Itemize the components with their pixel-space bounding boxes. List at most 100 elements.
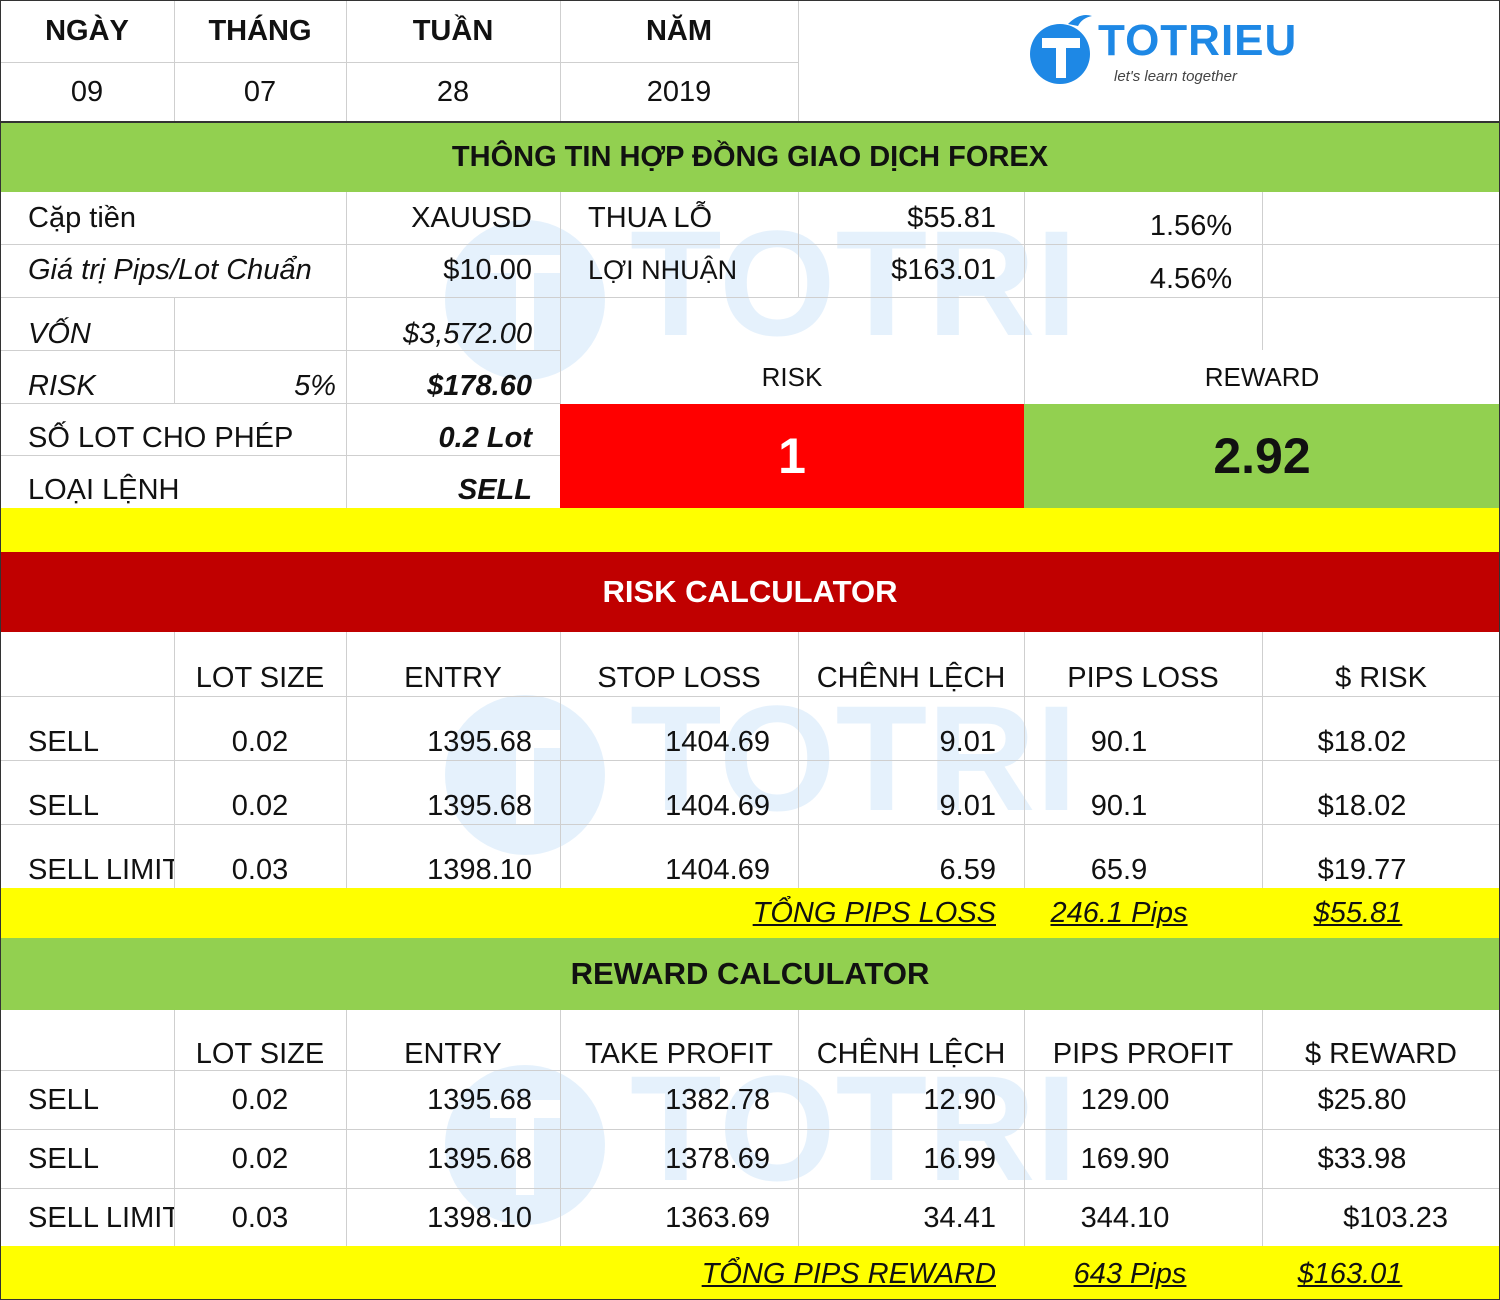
reward-ratio-box [1024, 404, 1500, 508]
reward-total-pips: 643 Pips [1073, 1257, 1187, 1290]
table-row-amount: $18.02 [1317, 789, 1407, 822]
header-value-week: 28 [436, 75, 470, 108]
order-type-value: SELL [457, 473, 532, 506]
table-row-type: SELL LIMIT [28, 1201, 174, 1234]
loss-value: $55.81 [907, 201, 996, 234]
table-row-amount: $103.23 [1343, 1201, 1448, 1234]
table-row-amount: $33.98 [1317, 1142, 1407, 1175]
logo-name: TOTRIEU [1098, 16, 1298, 65]
allowed-lots-value: 0.2 Lot [438, 421, 532, 454]
table-row-pips: 129.00 [1080, 1083, 1170, 1116]
header-value-day: 09 [70, 75, 104, 108]
table-row-entry: 1395.68 [427, 725, 532, 758]
risk-header-difference: CHÊNH LỆCH [816, 661, 1006, 694]
table-row-lot: 0.02 [231, 1083, 289, 1116]
table-row-pips: 65.9 [1090, 853, 1148, 886]
risk-header-pips-loss: PIPS LOSS [1067, 661, 1219, 694]
table-row-entry: 1395.68 [427, 1083, 532, 1116]
table-row-type: SELL [28, 1142, 99, 1175]
header-label-day: NGÀY [45, 14, 129, 47]
table-row-lot: 0.02 [231, 725, 289, 758]
profit-percent: 4.56% [1149, 263, 1233, 295]
reward-header-difference: CHÊNH LỆCH [816, 1037, 1006, 1070]
risk-calculator-band [0, 552, 1500, 632]
pair-label: Cặp tiền [28, 201, 137, 234]
table-row-pips: 344.10 [1080, 1201, 1170, 1234]
header-value-year: 2019 [646, 75, 712, 108]
risk-total-band [0, 888, 1500, 938]
table-row-pips: 90.1 [1090, 725, 1148, 758]
reward-header-entry: ENTRY [404, 1037, 502, 1070]
spacer-band [0, 508, 1500, 552]
table-row-lot: 0.02 [231, 789, 289, 822]
table-row-entry: 1398.10 [427, 1201, 532, 1234]
table-row-take-profit: 1378.69 [665, 1142, 770, 1175]
ratio-reward-value: 2.92 [1213, 428, 1311, 484]
loss-label: THUA LỖ [588, 201, 713, 234]
table-row-amount: $25.80 [1317, 1083, 1407, 1116]
reward-calculator-title: REWARD CALCULATOR [570, 956, 930, 991]
table-row-type: SELL [28, 725, 99, 758]
loss-percent: 1.56% [1149, 209, 1233, 242]
order-type-label: LOẠI LỆNH [28, 473, 180, 506]
pip-value: $10.00 [443, 254, 532, 286]
table-row-stop-loss: 1404.69 [665, 853, 770, 886]
risk-amount: $178.60 [427, 369, 532, 402]
reward-header-lot-size: LOT SIZE [195, 1037, 325, 1070]
watermark-logo: TOTRIEU [445, 680, 1080, 855]
risk-header-lot-size: LOT SIZE [195, 661, 325, 694]
risk-total-label: TỔNG PIPS LOSS [752, 896, 996, 929]
table-row-difference: 6.59 [939, 853, 996, 886]
table-row-take-profit: 1363.69 [665, 1201, 770, 1234]
reward-header-pips-profit: PIPS PROFIT [1052, 1037, 1234, 1070]
table-row-difference: 12.90 [923, 1083, 996, 1116]
table-row-amount: $19.77 [1317, 853, 1407, 886]
table-row-entry: 1395.68 [427, 1142, 532, 1175]
reward-total-amount: $163.01 [1297, 1257, 1403, 1290]
table-row-difference: 34.41 [923, 1201, 996, 1234]
table-row-lot: 0.02 [231, 1142, 289, 1175]
table-row-pips: 169.90 [1080, 1142, 1170, 1175]
table-row-difference: 9.01 [939, 725, 996, 758]
reward-calculator-band [0, 938, 1500, 1010]
risk-calculator-title: RISK CALCULATOR [602, 574, 898, 609]
allowed-lots-label: SỐ LOT CHO PHÉP [28, 421, 294, 454]
capital-label: VỐN [28, 317, 91, 350]
table-row-stop-loss: 1404.69 [665, 725, 770, 758]
risk-header-risk-amount: $ RISK [1335, 661, 1427, 694]
risk-label: RISK [28, 369, 96, 402]
table-row-entry: 1395.68 [427, 789, 532, 822]
risk-percent: 5% [294, 369, 336, 402]
table-row-type: SELL [28, 789, 99, 822]
table-row-pips: 90.1 [1090, 789, 1148, 822]
reward-header-take-profit: TAKE PROFIT [585, 1037, 773, 1070]
pip-value-label: Giá trị Pips/Lot Chuẩn [28, 254, 312, 286]
contract-title: THÔNG TIN HỢP ĐỒNG GIAO DỊCH FOREX [451, 140, 1049, 173]
profit-label: LỢI NHUẬN [588, 255, 738, 285]
logo-tagline: let's learn together [1114, 68, 1237, 85]
table-row-type: SELL [28, 1083, 99, 1116]
risk-total-pips: 246.1 Pips [1050, 896, 1188, 929]
capital-value: $3,572.00 [402, 317, 532, 350]
table-row-stop-loss: 1404.69 [665, 789, 770, 822]
table-row-lot: 0.03 [231, 1201, 289, 1234]
risk-header-stop-loss: STOP LOSS [597, 661, 761, 694]
profit-value: $163.01 [891, 254, 996, 286]
reward-total-band [0, 1246, 1500, 1300]
risk-ratio-box [560, 404, 1024, 508]
risk-total-amount: $55.81 [1313, 896, 1403, 929]
table-row-difference: 16.99 [923, 1142, 996, 1175]
reward-header-reward-amount: $ REWARD [1305, 1037, 1457, 1070]
header-label-year: NĂM [645, 14, 713, 47]
table-row-lot: 0.03 [231, 853, 289, 886]
header-value-month: 07 [243, 75, 277, 108]
table-row-type: SELL LIMIT [28, 853, 174, 886]
ratio-risk-label: RISK [761, 361, 823, 392]
contract-title-band [0, 122, 1500, 192]
table-row-difference: 9.01 [939, 789, 996, 822]
reward-total-label: TỔNG PIPS REWARD [701, 1257, 996, 1290]
pair-value: XAUUSD [411, 201, 532, 234]
ratio-risk-value: 1 [778, 428, 806, 484]
table-row-take-profit: 1382.78 [665, 1083, 770, 1116]
